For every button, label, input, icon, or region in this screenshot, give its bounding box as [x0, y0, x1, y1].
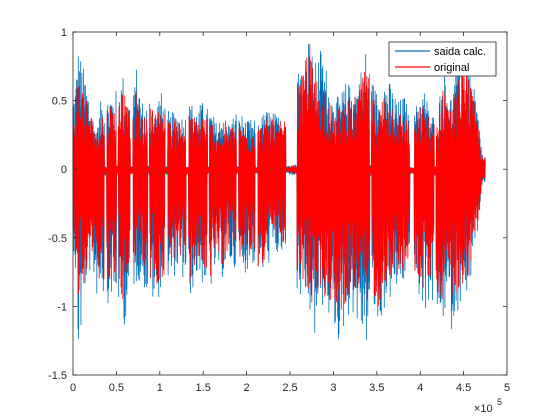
y-tick-label: 0.5 [52, 96, 67, 108]
y-ticks: -1.5 -1 -0.5 0 0.5 1 [48, 27, 507, 382]
legend: saida calc. original [388, 41, 497, 77]
y-tick-label: 1 [61, 27, 67, 39]
y-tick-label: -1 [57, 301, 67, 313]
series-layer [72, 42, 486, 340]
x-tick-label: 0 [70, 382, 76, 394]
x-ticks: 0 0.5 1 1.5 2 2.5 3 3.5 4 4.5 5 [70, 32, 510, 394]
x-tick-label: 5 [504, 382, 510, 394]
legend-label-original: original [434, 62, 469, 74]
x-tick-label: 3 [330, 382, 336, 394]
x-tick-label: 2 [244, 382, 250, 394]
y-tick-label: -1.5 [48, 370, 67, 382]
x-tick-label: 2.5 [282, 382, 297, 394]
x-tick-label: 1 [157, 382, 163, 394]
x-exponent-power: 5 [497, 397, 502, 407]
x-tick-label: 0.5 [109, 382, 124, 394]
x-exponent-label: ×10 5 [474, 397, 502, 415]
x-exponent-base: ×10 [474, 403, 493, 415]
legend-label-saida-calc: saida calc. [434, 46, 486, 58]
series-line-original [72, 42, 486, 311]
x-tick-label: 3.5 [369, 382, 384, 394]
x-tick-label: 4 [417, 382, 423, 394]
y-tick-label: 0 [61, 164, 67, 176]
x-tick-label: 4.5 [456, 382, 471, 394]
legend-box [388, 41, 497, 77]
x-tick-label: 1.5 [196, 382, 211, 394]
y-tick-label: -0.5 [48, 233, 67, 245]
